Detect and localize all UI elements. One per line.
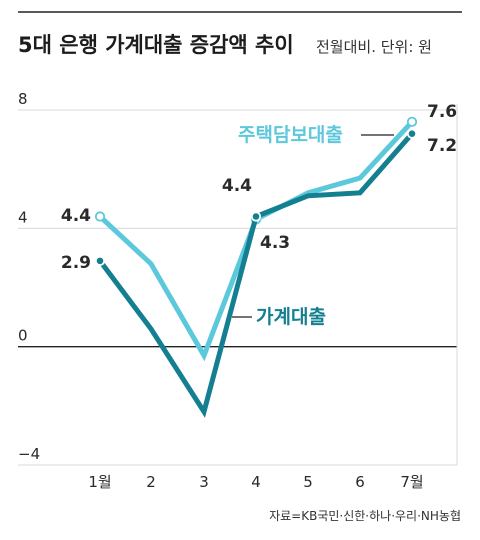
y-tick-label: 0 (18, 327, 28, 345)
data-label: 2.9 (61, 253, 91, 273)
data-label: 4.4 (61, 206, 91, 226)
data-point-marker (406, 116, 418, 127)
data-point-marker (250, 211, 262, 222)
x-tick-label: 2 (146, 473, 156, 491)
series-label-mortgage: 주택담보대출 (238, 124, 343, 146)
y-tick-label: −4 (18, 445, 40, 463)
chart-subtitle: 전월대비. 단위: 원 (316, 38, 432, 56)
y-tick-label: 4 (18, 208, 28, 226)
source-note: 자료=KB국민·신한·하나·우리·NH농협 (269, 509, 461, 523)
x-tick-label: 1월 (88, 473, 111, 491)
data-point-marker (94, 211, 106, 222)
x-tick-label: 7월 (400, 473, 423, 491)
data-label: 4.3 (260, 233, 290, 253)
y-tick-label: 8 (18, 90, 28, 108)
data-label: 4.4 (222, 176, 252, 196)
grid-layer (18, 104, 458, 466)
data-label: 7.2 (427, 136, 457, 156)
x-tick-label: 5 (303, 473, 313, 491)
x-tick-label: 3 (199, 473, 209, 491)
chart-title: 5대 은행 가계대출 증감액 추이 (18, 33, 294, 57)
series-label-household: 가계대출 (256, 306, 326, 328)
series-layer (94, 116, 418, 418)
data-label: 7.6 (427, 102, 457, 122)
data-point-marker (94, 255, 106, 266)
data-point-marker (406, 128, 418, 139)
x-tick-label: 4 (251, 473, 261, 491)
axis-layer: 8 4 0 −4 1월 2 3 4 5 6 7월 (18, 90, 424, 491)
x-tick-label: 6 (355, 473, 365, 491)
